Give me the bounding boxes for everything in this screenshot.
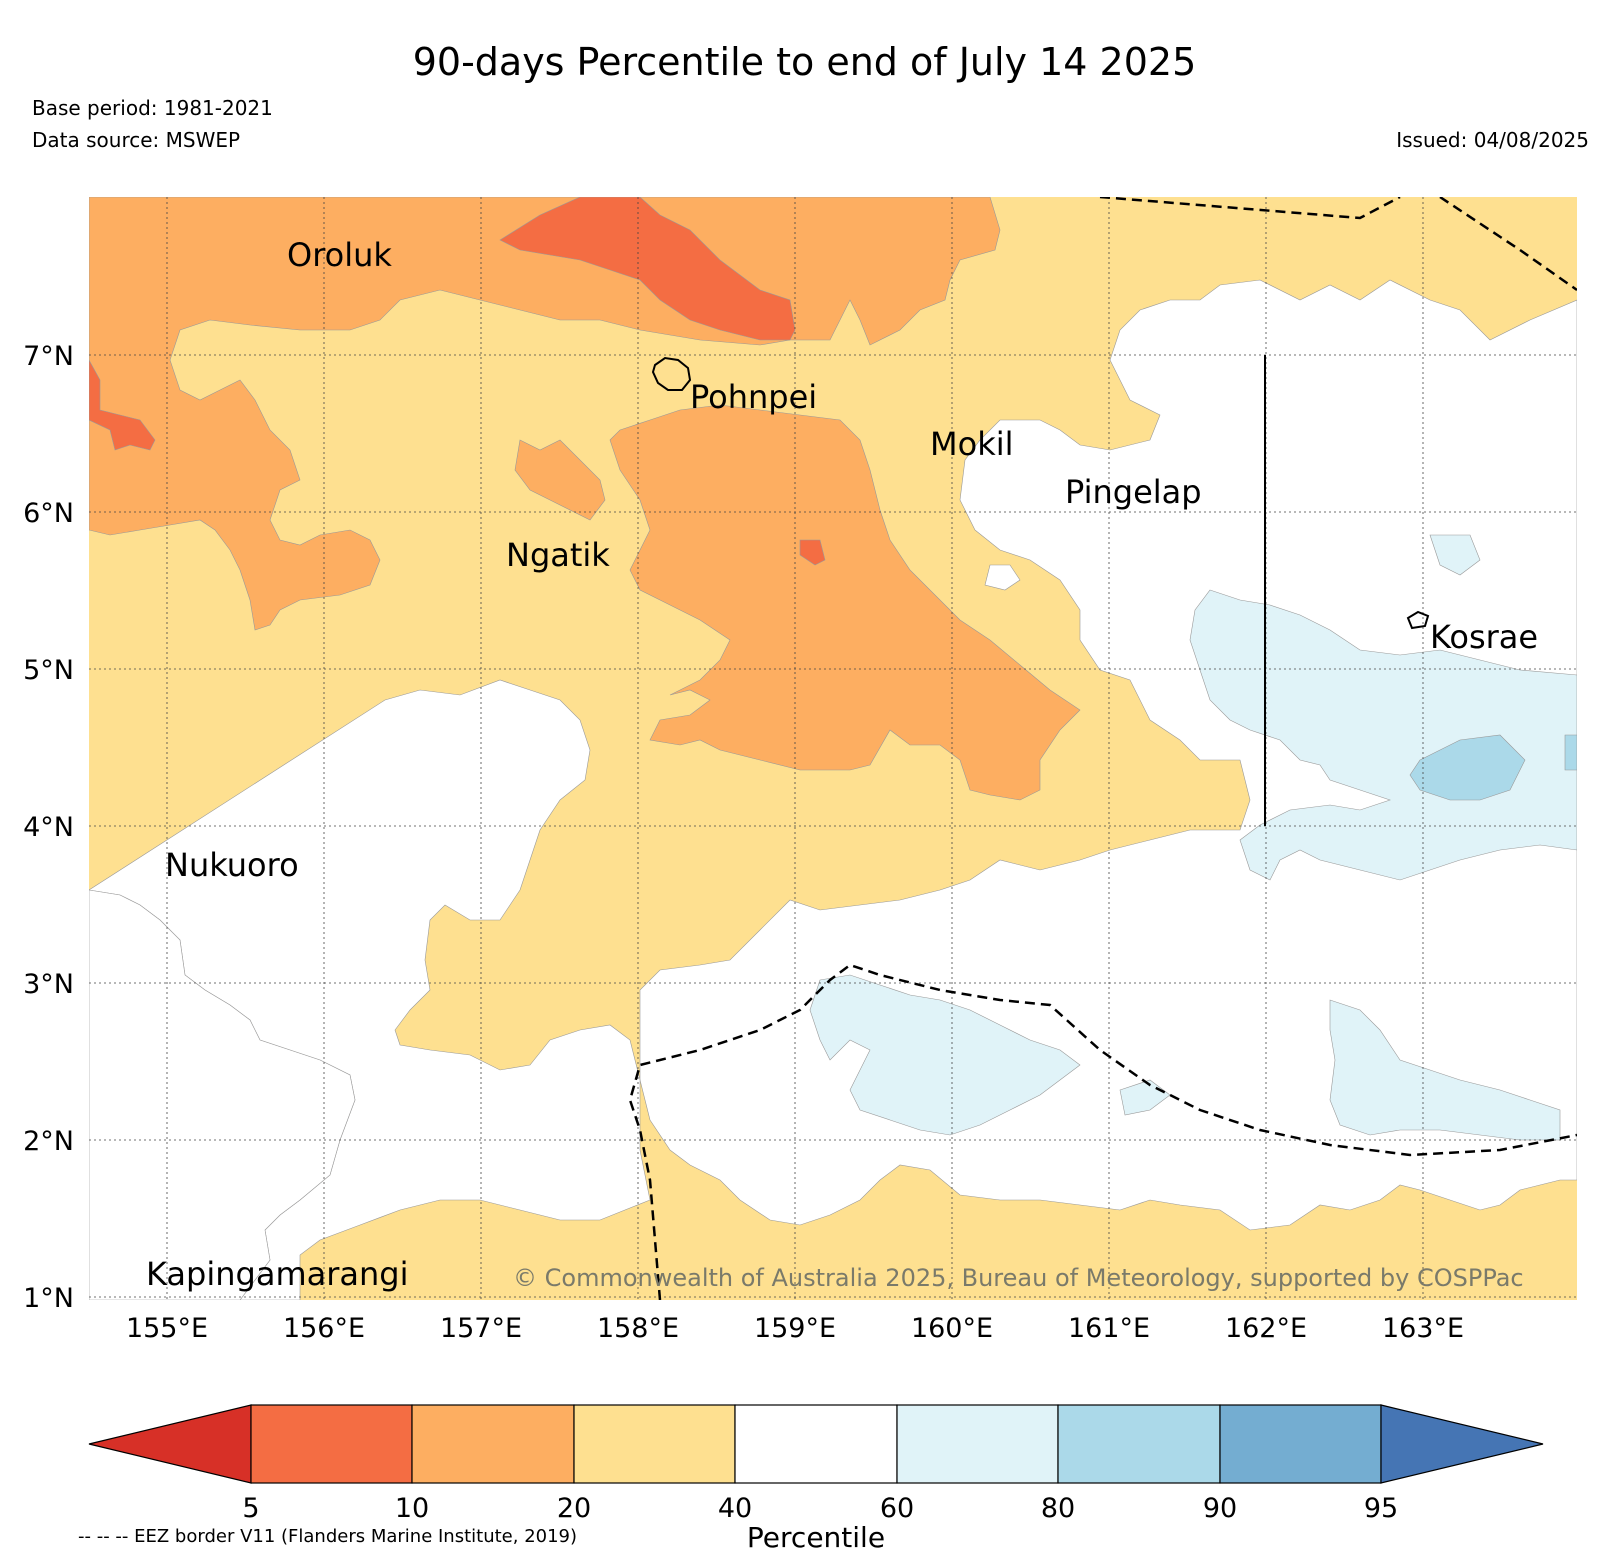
- map-field: [89, 197, 1577, 1300]
- colorbar-tick-label: 90: [1203, 1493, 1237, 1524]
- lon-label: 156°E: [283, 1313, 365, 1344]
- colorbar-bin: [411, 1404, 575, 1484]
- lon-label: 155°E: [126, 1313, 208, 1344]
- lat-label: 1°N: [23, 1283, 74, 1314]
- lat-label: 7°N: [23, 341, 74, 372]
- data-source-text: Data source: MSWEP: [32, 128, 241, 152]
- region-60-80-northeast: [1429, 534, 1481, 576]
- issued-date-text: Issued: 04/08/2025: [1396, 128, 1589, 152]
- lon-label: 162°E: [1225, 1313, 1307, 1344]
- lat-label: 3°N: [23, 969, 74, 1000]
- base-period-text: Base period: 1981-2021: [32, 96, 273, 120]
- region-5-10-north: [499, 197, 796, 341]
- region-80-90: [1409, 734, 1526, 801]
- lon-label: 157°E: [440, 1313, 522, 1344]
- lat-label: 5°N: [23, 655, 74, 686]
- copyright-text: © Commonwealth of Australia 2025, Bureau…: [513, 1264, 1524, 1292]
- eez-borders: [628, 197, 1577, 1300]
- colorbar-extend-high: [1380, 1404, 1544, 1484]
- region-60-80-south: [809, 974, 1081, 1136]
- pohnpei-island-icon: [651, 356, 692, 391]
- region-10-20-ngatik: [514, 439, 606, 521]
- colorbar-bin: [250, 1404, 413, 1484]
- kosrae-island-icon: [1406, 610, 1430, 630]
- colorbar-bin: [896, 1404, 1059, 1484]
- lat-label: 4°N: [23, 812, 74, 843]
- place-label: Kapingamarangi: [146, 1255, 408, 1293]
- eez-line-north: [1099, 197, 1401, 220]
- lat-label: 6°N: [23, 498, 74, 529]
- colorbar-extend-low: [88, 1404, 252, 1484]
- colorbar-bin: [734, 1404, 898, 1484]
- colorbar-label: Percentile: [747, 1521, 885, 1554]
- region-40-60-small: [984, 564, 1021, 591]
- colorbar-tick-label: 20: [557, 1493, 591, 1524]
- colorbar-tick-label: 80: [1041, 1493, 1075, 1524]
- region-5-10-spot: [799, 539, 826, 566]
- place-label: Kosrae: [1430, 618, 1538, 656]
- place-label: Pohnpei: [690, 378, 817, 416]
- colorbar-tick-label: 40: [718, 1493, 752, 1524]
- eez-line-south: [628, 963, 1577, 1300]
- colorbar-bin: [573, 1404, 736, 1484]
- lon-label: 163°E: [1382, 1313, 1464, 1344]
- colorbar-bin: [1057, 1404, 1221, 1484]
- region-80-90-edge: [1564, 734, 1577, 771]
- lon-label: 160°E: [911, 1313, 993, 1344]
- colorbar-tick-label: 5: [242, 1493, 259, 1524]
- region-5-10-west: [89, 359, 156, 451]
- colorbar: 5 10 20 40 60 80 90 95 Percentile: [88, 1404, 1544, 1554]
- lon-label: 159°E: [754, 1313, 836, 1344]
- region-60-80-east: [1189, 589, 1577, 881]
- place-label: Mokil: [930, 425, 1014, 463]
- lon-label: 158°E: [597, 1313, 679, 1344]
- lat-label: 2°N: [23, 1126, 74, 1157]
- eez-legend-note: -- -- -- EEZ border V11 (Flanders Marine…: [78, 1526, 578, 1547]
- region-10-20-central: [609, 404, 1081, 801]
- place-label: Nukuoro: [165, 846, 299, 884]
- region-40-60-southwest: [89, 889, 356, 1300]
- page-title: 90-days Percentile to end of July 14 202…: [412, 40, 1197, 84]
- place-label: Pingelap: [1065, 473, 1202, 511]
- place-label: Ngatik: [506, 536, 610, 574]
- colorbar-tick-label: 95: [1364, 1493, 1398, 1524]
- colorbar-bin: [1219, 1404, 1382, 1484]
- lon-label: 161°E: [1068, 1313, 1150, 1344]
- colorbar-tick-label: 60: [880, 1493, 914, 1524]
- colorbar-tick-label: 10: [395, 1493, 429, 1524]
- place-label: Oroluk: [287, 236, 392, 274]
